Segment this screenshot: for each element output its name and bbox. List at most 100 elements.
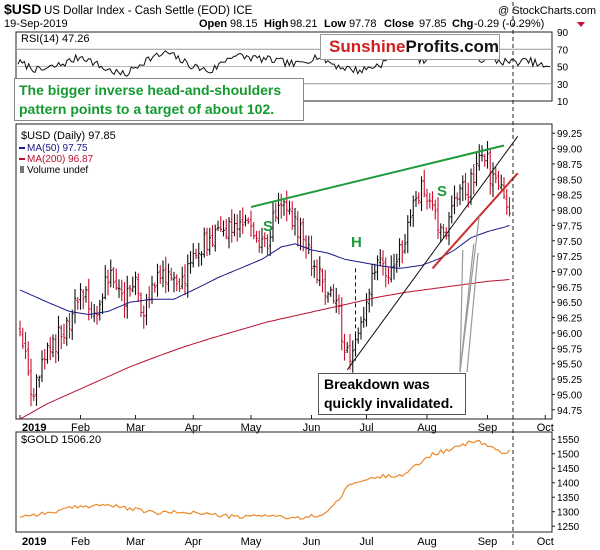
chg-label: Chg bbox=[452, 18, 473, 30]
trendline-neckline bbox=[250, 144, 505, 208]
ma200-legend: MA(200) 96.87 bbox=[27, 154, 94, 165]
ohlc-bar bbox=[37, 375, 41, 388]
ohlc-bar bbox=[431, 191, 434, 211]
low-value: 97.78 bbox=[349, 18, 377, 30]
open-label: Open bbox=[199, 18, 227, 30]
ohlc-bar bbox=[106, 269, 110, 296]
ohlc-bar bbox=[172, 271, 176, 293]
ohlc-bar bbox=[244, 214, 247, 227]
ohlc-bar bbox=[87, 278, 91, 321]
rsi-tick-label: 90 bbox=[557, 28, 569, 39]
ohlc-bar bbox=[35, 374, 38, 406]
ohlc-bar bbox=[343, 333, 346, 361]
ohlc-bar bbox=[178, 278, 181, 292]
ohlc-bar bbox=[211, 225, 214, 247]
ohlc-bar bbox=[81, 289, 85, 310]
ohlc-bar bbox=[164, 256, 168, 294]
ohlc-bar bbox=[21, 327, 25, 350]
ohlc-bar bbox=[98, 299, 102, 321]
ohlc-bar bbox=[271, 201, 275, 242]
ohlc-bar bbox=[29, 358, 33, 407]
ohlc-bar bbox=[43, 348, 47, 370]
gold-x-label: Sep bbox=[478, 536, 498, 548]
ohlc-bar bbox=[381, 250, 385, 276]
price-tick-label: 98.25 bbox=[557, 191, 582, 202]
ohlc-bar bbox=[125, 275, 129, 319]
ohlc-bar bbox=[428, 192, 432, 209]
chg-value: -0.29 (-0.29%) bbox=[474, 18, 544, 30]
gold-tick-label: 1250 bbox=[557, 522, 580, 533]
ohlc-bar bbox=[392, 253, 396, 280]
ohlc-bar bbox=[18, 320, 22, 337]
ohlc-bar bbox=[24, 332, 27, 359]
ohlc-bar bbox=[387, 267, 390, 285]
gold-x-label: Jun bbox=[303, 536, 321, 548]
ohlc-bar bbox=[235, 214, 239, 242]
price-tick-label: 97.50 bbox=[557, 237, 582, 248]
ohlc-bar bbox=[222, 220, 225, 237]
pattern-label-right-shoulder: S bbox=[437, 183, 447, 200]
ohlc-bar bbox=[202, 227, 206, 258]
ohlc-bar bbox=[475, 151, 478, 187]
ohlc-bar bbox=[161, 260, 165, 288]
trendline-rising-support bbox=[346, 135, 519, 371]
ohlc-bar bbox=[219, 216, 223, 232]
price-tick-label: 95.25 bbox=[557, 375, 582, 386]
ohlc-bar bbox=[54, 334, 58, 364]
ohlc-bar bbox=[439, 223, 443, 243]
ohlc-bar bbox=[158, 265, 162, 284]
gold-tick-label: 1350 bbox=[557, 493, 580, 504]
ohlc-bar bbox=[450, 195, 454, 224]
price-x-label: May bbox=[241, 422, 262, 434]
ohlc-bar bbox=[378, 249, 382, 266]
ohlc-bar bbox=[216, 220, 220, 231]
ohlc-bar bbox=[409, 209, 412, 227]
ma200-line bbox=[19, 279, 510, 420]
ohlc-bar bbox=[323, 269, 327, 305]
ohlc-bar bbox=[367, 288, 371, 313]
ohlc-bar bbox=[120, 279, 124, 302]
ohlc-bar bbox=[134, 271, 137, 296]
ohlc-bar bbox=[76, 297, 80, 310]
ohlc-bar bbox=[464, 172, 467, 201]
ohlc-bar bbox=[505, 188, 509, 215]
ohlc-bar bbox=[461, 175, 465, 202]
ohlc-bar bbox=[260, 227, 264, 254]
ohlc-bar bbox=[186, 254, 190, 298]
gold-x-label: Apr bbox=[185, 536, 202, 548]
ohlc-bar bbox=[268, 230, 272, 257]
price-x-label: Feb bbox=[71, 422, 90, 434]
ohlc-bar bbox=[167, 263, 170, 292]
ohlc-bar bbox=[373, 263, 377, 280]
close-label: Close bbox=[384, 18, 414, 30]
volume-legend: Volume undef bbox=[27, 165, 88, 176]
ohlc-bar bbox=[417, 192, 421, 205]
inverse-hs-annotation-line1: The bigger inverse head-and-shoulders bbox=[19, 82, 282, 98]
gold-tick-label: 1550 bbox=[557, 435, 580, 446]
ohlc-bar bbox=[136, 273, 140, 302]
gold-x-label: Feb bbox=[71, 536, 90, 548]
ohlc-bar bbox=[329, 286, 333, 297]
ohlc-bar bbox=[326, 291, 330, 303]
gold-x-label: 2019 bbox=[22, 536, 46, 548]
ohlc-bar bbox=[48, 336, 52, 361]
breakdown-pointer-line bbox=[459, 216, 480, 373]
price-tick-label: 98.75 bbox=[557, 160, 582, 171]
ohlc-bar bbox=[26, 341, 30, 376]
ohlc-bar bbox=[376, 255, 379, 281]
ohlc-bar bbox=[40, 350, 44, 383]
sunshine-profits-logo: SunshineProfits.com bbox=[320, 34, 500, 60]
ohlc-bar bbox=[70, 309, 74, 340]
low-label: Low bbox=[324, 18, 346, 30]
logo-text-part2: Profits.com bbox=[405, 37, 500, 56]
ohlc-bar bbox=[332, 284, 335, 304]
pattern-label-head: H bbox=[351, 234, 362, 251]
breakdown-annotation-line1: Breakdown was bbox=[324, 376, 430, 392]
gold-tick-label: 1300 bbox=[557, 508, 580, 519]
ohlc-bar bbox=[255, 230, 258, 243]
ohlc-bar bbox=[290, 201, 294, 230]
breakdown-pointer-line bbox=[466, 252, 479, 373]
ohlc-bar bbox=[472, 164, 476, 195]
ohlc-bar bbox=[197, 242, 201, 267]
ohlc-bar bbox=[156, 263, 159, 297]
